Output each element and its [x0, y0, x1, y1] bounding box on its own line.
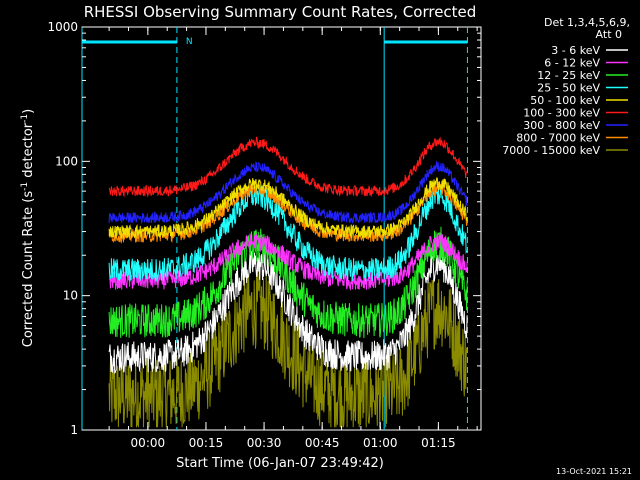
y-axis: 1 10 100 1000	[47, 20, 481, 437]
legend-item-label: 50 - 100 keV	[530, 94, 600, 107]
series-line-6	[108, 159, 468, 225]
legend-item-label: 100 - 300 keV	[523, 107, 600, 120]
y-tick-label: 100	[55, 154, 78, 168]
x-axis-label: Start Time (06-Jan-07 23:49:42)	[176, 456, 384, 471]
legend-header-line2: Att 0	[596, 28, 622, 41]
chart-title: RHESSI Observing Summary Count Rates, Co…	[84, 3, 477, 21]
series-group	[108, 136, 468, 428]
x-tick-label: 00:00	[131, 436, 166, 450]
x-tick-label: 00:45	[305, 436, 340, 450]
x-tick-label: 00:15	[189, 436, 224, 450]
series-line-5	[108, 136, 468, 198]
series-line-1	[108, 232, 468, 291]
y-axis-label: Corrected Count Rate (s-1 detector-1)	[20, 109, 36, 347]
legend-item-label: 800 - 7000 keV	[516, 132, 600, 145]
series-line-3	[108, 184, 468, 282]
y-tick-label: 1	[70, 423, 78, 437]
series-line-8	[108, 269, 468, 428]
legend-header-line1: Det 1,3,4,5,6,9,	[544, 16, 630, 29]
series-line-0	[108, 249, 468, 375]
series-line-2	[108, 226, 468, 339]
series-line-4	[108, 177, 468, 239]
x-tick-label: 01:15	[421, 436, 456, 450]
x-tick-label: 01:00	[363, 436, 398, 450]
legend-item-label: 300 - 800 keV	[523, 119, 600, 132]
y-tick-label: 1000	[47, 20, 78, 34]
legend-item-label: 6 - 12 keV	[544, 57, 600, 70]
x-axis: 00:00 00:15 00:30 00:45 01:00 01:15	[108, 27, 478, 450]
legend-item-label: 3 - 6 keV	[551, 44, 600, 57]
legend-item-label: 25 - 50 keV	[537, 82, 600, 95]
legend-item-label: 12 - 25 keV	[537, 69, 600, 82]
x-tick-label: 00:30	[247, 436, 282, 450]
footer-date: 13-Oct-2021 15:21	[556, 467, 632, 476]
y-tick-label: 10	[63, 289, 78, 303]
legend-item-label: 7000 - 15000 keV	[502, 144, 600, 157]
night-bar-label: N	[186, 37, 193, 47]
